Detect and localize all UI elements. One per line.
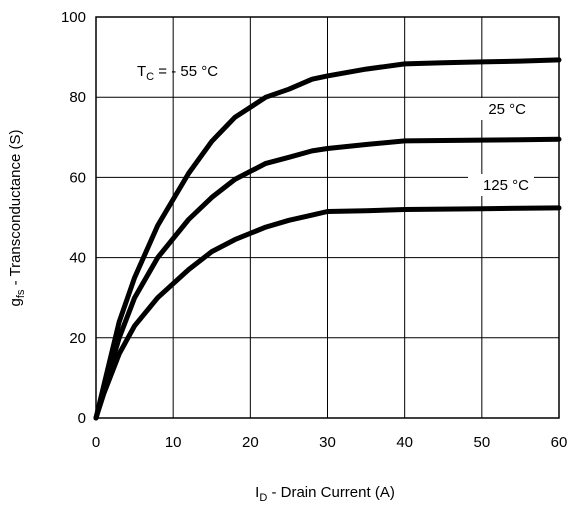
y-tick-label: 40 — [69, 250, 86, 267]
label-background — [468, 174, 534, 196]
y-tick-label: 100 — [61, 9, 86, 26]
tick-labels: 0 10 20 30 40 50 60 0 20 40 60 80 100 — [61, 9, 567, 451]
y-tick-label: 0 — [78, 410, 86, 427]
series-label-25c: 25 °C — [488, 101, 526, 118]
x-tick-label: 20 — [242, 434, 259, 451]
y-tick-label: 60 — [69, 169, 86, 186]
series-line-25c — [93, 136, 562, 421]
x-tick-label: 10 — [165, 434, 182, 451]
x-axis-title: ID - Drain Current (A) — [255, 484, 395, 504]
grid-lines — [96, 17, 559, 418]
y-tick-label: 80 — [69, 89, 86, 106]
series-label-minus55c: TC = - 55 °C — [137, 63, 218, 83]
x-tick-label: 40 — [396, 434, 413, 451]
series-curves — [93, 57, 562, 421]
y-axis-title: gfs - Transconductance (S) — [7, 130, 27, 307]
series-line-minus55c — [93, 57, 562, 421]
y-tick-label: 20 — [69, 330, 86, 347]
x-tick-label: 0 — [92, 434, 100, 451]
series-labels: TC = - 55 °C 25 °C 125 °C — [137, 63, 534, 196]
series-label-125c: 125 °C — [483, 177, 529, 194]
x-tick-label: 50 — [473, 434, 490, 451]
x-tick-label: 60 — [551, 434, 568, 451]
label-background — [474, 98, 531, 120]
series-line-125c — [93, 205, 562, 421]
plot-frame — [95, 16, 560, 419]
x-tick-label: 30 — [319, 434, 336, 451]
